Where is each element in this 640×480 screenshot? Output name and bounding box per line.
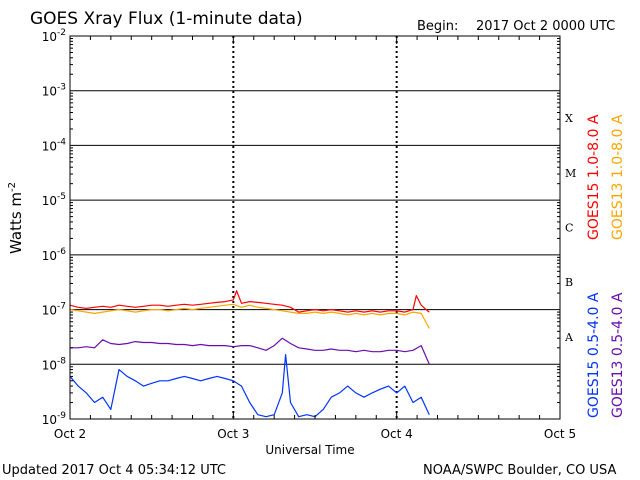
y-tick-exponent: -9 xyxy=(57,411,66,421)
y-tick-base: 10 xyxy=(42,358,57,372)
y-axis-title-text: Watts m xyxy=(7,192,25,254)
x-axis-ticks: Oct 2 Oct 3 Oct 4 Oct 5 xyxy=(54,36,576,441)
flare-class-labels: A B C M X xyxy=(564,112,576,344)
y-tick-label: 10-6 xyxy=(42,247,67,263)
y-tick-base: 10 xyxy=(42,304,57,318)
flare-class-label: X xyxy=(565,112,573,125)
y-tick-base: 10 xyxy=(42,30,57,44)
flare-class-label: A xyxy=(564,331,574,344)
y-tick-label: 10-8 xyxy=(42,356,67,372)
x-tick-label: Oct 2 xyxy=(54,427,86,441)
series-line-1 xyxy=(69,303,430,329)
y-tick-base: 10 xyxy=(42,249,57,263)
y-tick-base: 10 xyxy=(42,413,57,427)
series-line-2 xyxy=(69,354,430,418)
x-tick-label: Oct 5 xyxy=(544,427,576,441)
y-tick-exponent: -2 xyxy=(57,28,66,38)
y-tick-exponent: -4 xyxy=(57,137,66,147)
y-tick-exponent: -8 xyxy=(57,356,66,366)
legend: GOES15 1.0-8.0 A GOES13 1.0-8.0 A GOES15 0… xyxy=(586,114,626,418)
series-line-3 xyxy=(70,337,430,365)
flare-class-label: B xyxy=(565,276,573,289)
legend-entry-3: GOES13 0.5-4.0 A xyxy=(610,292,626,418)
y-tick-exponent: -5 xyxy=(57,192,66,202)
begin-label: Begin: xyxy=(417,19,458,34)
series-line-0 xyxy=(69,290,430,313)
y-tick-exponent: -3 xyxy=(57,83,66,93)
y-tick-label: 10-5 xyxy=(42,192,66,208)
y-tick-exponent: -6 xyxy=(57,247,66,257)
credit-text: NOAA/SWPC Boulder, CO USA xyxy=(423,463,616,478)
y-tick-label: 10-7 xyxy=(42,302,66,318)
begin-value: 2017 Oct 2 0000 UTC xyxy=(476,19,615,34)
y-tick-base: 10 xyxy=(42,194,57,208)
y-tick-label: 10-2 xyxy=(42,28,66,44)
plot-area xyxy=(70,36,560,419)
y-axis-title: Watts m-2 xyxy=(7,182,25,254)
y-tick-base: 10 xyxy=(42,139,57,153)
y-tick-base: 10 xyxy=(42,85,57,99)
day-separators xyxy=(232,36,398,419)
y-tick-label: 10-3 xyxy=(42,83,66,99)
y-tick-label: 10-9 xyxy=(42,411,67,427)
flare-class-label: C xyxy=(565,222,573,235)
x-axis-title: Universal Time xyxy=(265,443,354,457)
plot-background xyxy=(70,36,560,419)
data-series xyxy=(69,290,430,418)
legend-entry-2: GOES15 0.5-4.0 A xyxy=(586,292,602,418)
chart-title: GOES Xray Flux (1-minute data) xyxy=(30,9,303,29)
legend-entry-0: GOES15 1.0-8.0 A xyxy=(586,114,602,240)
legend-entry-1: GOES13 1.0-8.0 A xyxy=(610,114,626,240)
y-tick-label: 10-4 xyxy=(42,137,67,153)
updated-timestamp: Updated 2017 Oct 4 05:34:12 UTC xyxy=(2,463,226,478)
y-axis-title-exponent: -2 xyxy=(7,182,18,192)
flare-class-label: M xyxy=(565,167,576,180)
x-tick-label: Oct 3 xyxy=(217,427,249,441)
y-tick-exponent: -7 xyxy=(57,302,66,312)
x-tick-label: Oct 4 xyxy=(381,427,413,441)
